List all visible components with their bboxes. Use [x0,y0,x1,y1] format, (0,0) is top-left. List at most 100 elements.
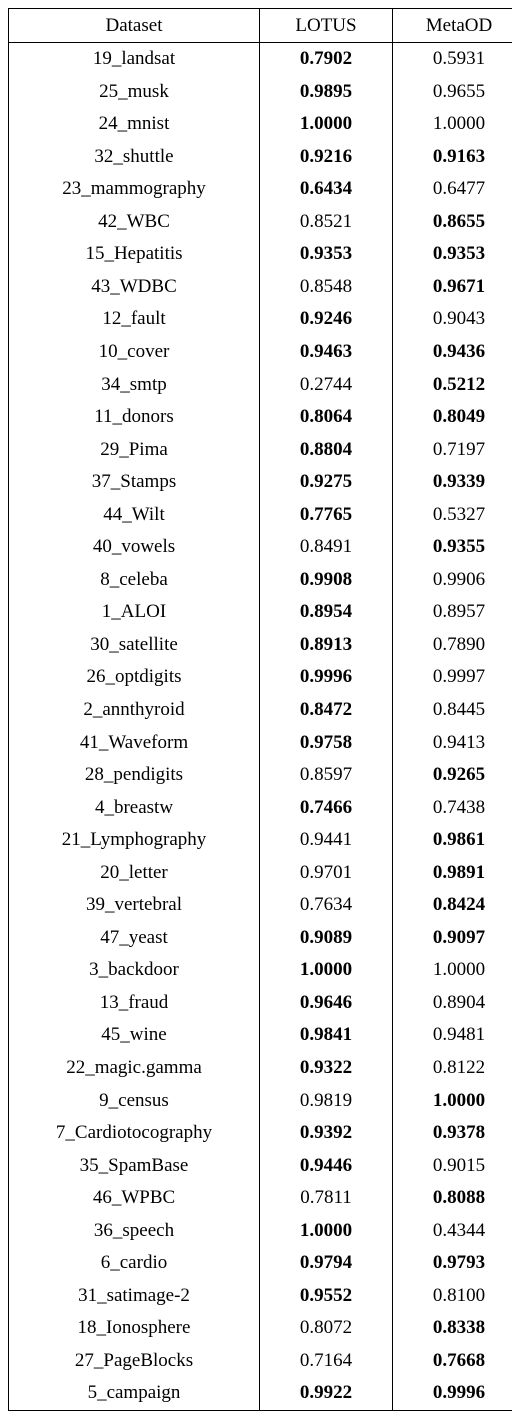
cell-metaod: 0.8088 [393,1182,512,1215]
table-row: 12_fault0.92460.9043 [9,303,512,336]
cell-metaod: 0.9655 [393,75,512,108]
table-row: 31_satimage-20.95520.8100 [9,1279,512,1312]
table-row: 32_shuttle0.92160.9163 [9,140,512,173]
cell-dataset: 11_donors [9,401,260,434]
table-row: 39_vertebral0.76340.8424 [9,889,512,922]
table-row: 41_Waveform0.97580.9413 [9,726,512,759]
cell-dataset: 44_Wilt [9,498,260,531]
cell-metaod: 0.9355 [393,531,512,564]
cell-lotus: 0.9322 [260,1052,393,1085]
cell-dataset: 42_WBC [9,205,260,238]
cell-metaod: 0.9353 [393,238,512,271]
cell-dataset: 47_yeast [9,921,260,954]
cell-lotus: 0.9841 [260,1019,393,1052]
cell-metaod: 0.7197 [393,433,512,466]
cell-lotus: 0.9446 [260,1149,393,1182]
table-row: 29_Pima0.88040.7197 [9,433,512,466]
cell-lotus: 0.9895 [260,75,393,108]
cell-dataset: 23_mammography [9,173,260,206]
cell-dataset: 4_breastw [9,791,260,824]
cell-metaod: 0.8904 [393,986,512,1019]
cell-metaod: 0.9906 [393,563,512,596]
cell-metaod: 0.4344 [393,1214,512,1247]
cell-lotus: 0.9463 [260,335,393,368]
table-row: 40_vowels0.84910.9355 [9,531,512,564]
cell-lotus: 0.9758 [260,726,393,759]
cell-lotus: 0.8597 [260,759,393,792]
cell-metaod: 1.0000 [393,108,512,141]
cell-lotus: 0.8064 [260,401,393,434]
table-row: 27_PageBlocks0.71640.7668 [9,1344,512,1377]
table-row: 37_Stamps0.92750.9339 [9,466,512,499]
table-row: 25_musk0.98950.9655 [9,75,512,108]
cell-dataset: 27_PageBlocks [9,1344,260,1377]
cell-lotus: 0.9353 [260,238,393,271]
cell-lotus: 0.6434 [260,173,393,206]
cell-dataset: 12_fault [9,303,260,336]
table-row: 18_Ionosphere0.80720.8338 [9,1312,512,1345]
cell-dataset: 43_WDBC [9,270,260,303]
table-row: 4_breastw0.74660.7438 [9,791,512,824]
cell-dataset: 28_pendigits [9,759,260,792]
cell-lotus: 0.9922 [260,1377,393,1410]
results-table: Dataset LOTUS MetaOD 19_landsat0.7902 0.5… [8,8,512,1411]
table-row: 24_mnist1.00001.0000 [9,108,512,141]
cell-metaod: 0.9163 [393,140,512,173]
cell-metaod: 0.5212 [393,368,512,401]
cell-metaod: 0.9997 [393,661,512,694]
table-row: 43_WDBC0.85480.9671 [9,270,512,303]
cell-lotus: 0.7765 [260,498,393,531]
cell-dataset: 18_Ionosphere [9,1312,260,1345]
cell-lotus: 0.9996 [260,661,393,694]
table-row: 42_WBC0.85210.8655 [9,205,512,238]
cell-dataset: 25_musk [9,75,260,108]
table-row: 46_WPBC0.78110.8088 [9,1182,512,1215]
cell-dataset: 34_smtp [9,368,260,401]
cell-lotus: 0.7811 [260,1182,393,1215]
table-row: 30_satellite0.89130.7890 [9,628,512,661]
table-row: 2_annthyroid0.84720.8445 [9,693,512,726]
table-row: 26_optdigits0.99960.9997 [9,661,512,694]
table-row: 36_speech1.00000.4344 [9,1214,512,1247]
cell-metaod: 0.9097 [393,921,512,954]
table-row: 20_letter0.97010.9891 [9,856,512,889]
cell-metaod: 1.0000 [393,1084,512,1117]
cell-metaod: 0.9891 [393,856,512,889]
cell-lotus: 0.9701 [260,856,393,889]
cell-lotus: 0.9441 [260,824,393,857]
cell-dataset: 15_Hepatitis [9,238,260,271]
cell-dataset: 46_WPBC [9,1182,260,1215]
cell-lotus: 0.7634 [260,889,393,922]
table-row: 7_Cardiotocography0.93920.9378 [9,1117,512,1150]
cell-metaod: 0.7438 [393,791,512,824]
cell-dataset: 1_ALOI [9,596,260,629]
cell-metaod: 0.6477 [393,173,512,206]
col-header-lotus: LOTUS [260,9,393,43]
cell-dataset: 37_Stamps [9,466,260,499]
cell-metaod: 0.8957 [393,596,512,629]
cell-lotus: 0.7902 [260,42,393,75]
table-row: 5_campaign0.99220.9996 [9,1377,512,1410]
cell-lotus: 0.7164 [260,1344,393,1377]
cell-lotus: 0.9392 [260,1117,393,1150]
cell-dataset: 32_shuttle [9,140,260,173]
cell-lotus: 0.7466 [260,791,393,824]
cell-lotus: 0.8521 [260,205,393,238]
cell-dataset: 20_letter [9,856,260,889]
table-header-row: Dataset LOTUS MetaOD [9,9,512,43]
cell-dataset: 19_landsat [9,42,260,75]
cell-dataset: 36_speech [9,1214,260,1247]
cell-lotus: 0.8072 [260,1312,393,1345]
cell-dataset: 41_Waveform [9,726,260,759]
cell-lotus: 0.8804 [260,433,393,466]
cell-lotus: 0.8472 [260,693,393,726]
cell-metaod: 0.9481 [393,1019,512,1052]
cell-lotus: 0.8913 [260,628,393,661]
cell-metaod: 0.5327 [393,498,512,531]
table-row: 1_ALOI0.89540.8957 [9,596,512,629]
table-row: 8_celeba0.99080.9906 [9,563,512,596]
cell-metaod: 0.8049 [393,401,512,434]
cell-dataset: 8_celeba [9,563,260,596]
cell-metaod: 0.8338 [393,1312,512,1345]
cell-metaod: 0.8122 [393,1052,512,1085]
